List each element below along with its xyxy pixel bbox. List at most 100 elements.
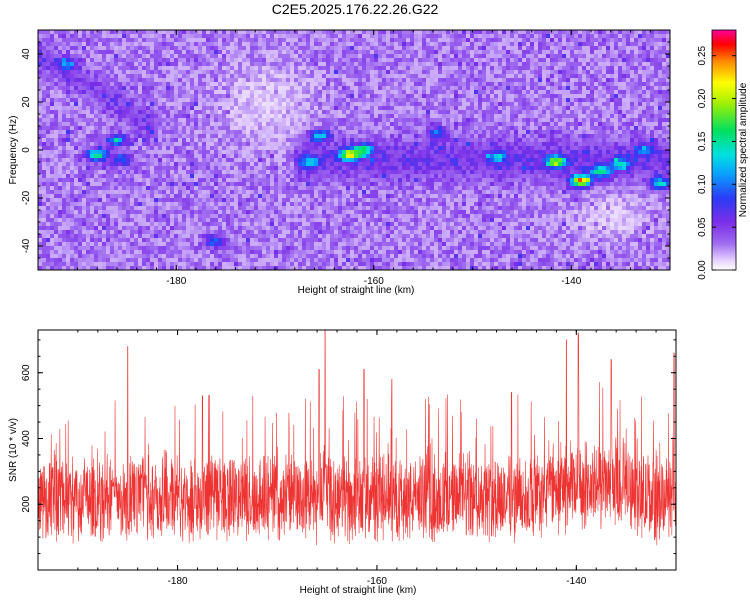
heatmap-cell — [606, 98, 611, 103]
heatmap-cell — [326, 126, 331, 131]
heatmap-cell — [58, 106, 63, 111]
heatmap-cell — [474, 94, 479, 99]
heatmap-cell — [102, 62, 107, 67]
heatmap-cell — [302, 126, 307, 131]
heatmap-cell — [510, 122, 515, 127]
heatmap-cell — [346, 34, 351, 39]
heatmap-cell — [338, 134, 343, 139]
heatmap-cell — [622, 146, 627, 151]
heatmap-cell — [570, 42, 575, 47]
heatmap-cell — [66, 70, 71, 75]
heatmap-cell — [502, 66, 507, 71]
heatmap-cell — [490, 98, 495, 103]
heatmap-cell — [370, 106, 375, 111]
heatmap-cell — [606, 102, 611, 107]
heatmap-cell — [290, 94, 295, 99]
heatmap-cell — [278, 134, 283, 139]
heatmap-cell — [506, 134, 511, 139]
heatmap-cell — [346, 82, 351, 87]
heatmap-cell — [270, 114, 275, 119]
heatmap-cell — [146, 130, 151, 135]
heatmap-cell — [82, 38, 87, 43]
heatmap-cell — [630, 138, 635, 143]
heatmap-cell — [390, 110, 395, 115]
heatmap-cell — [102, 86, 107, 91]
heatmap-cell — [534, 146, 539, 151]
heatmap-cell — [446, 130, 451, 135]
heatmap-cell — [398, 90, 403, 95]
heatmap-cell — [138, 42, 143, 47]
heatmap-cell — [554, 106, 559, 111]
heatmap-cell — [110, 70, 115, 75]
heatmap-cell — [450, 30, 455, 35]
heatmap-cell — [634, 126, 639, 131]
heatmap-cell — [70, 70, 75, 75]
heatmap-cell — [546, 58, 551, 63]
heatmap-cell — [290, 66, 295, 71]
heatmap-cell — [498, 62, 503, 67]
heatmap-cell — [282, 154, 287, 159]
heatmap-cell — [306, 30, 311, 35]
heatmap-cell — [222, 130, 227, 135]
heatmap-cell — [354, 118, 359, 123]
heatmap-cell — [190, 86, 195, 91]
heatmap-cell — [562, 90, 567, 95]
heatmap-cell — [170, 38, 175, 43]
heatmap-cell — [626, 110, 631, 115]
heatmap-cell — [454, 30, 459, 35]
heatmap-cell — [334, 134, 339, 139]
heatmap-cell — [642, 146, 647, 151]
heatmap-cell — [538, 46, 543, 51]
heatmap-cell — [574, 146, 579, 151]
heatmap-cell — [326, 134, 331, 139]
heatmap-cell — [418, 98, 423, 103]
heatmap-cell — [598, 146, 603, 151]
heatmap-cell — [146, 34, 151, 39]
heatmap-cell — [54, 122, 59, 127]
heatmap-cell — [510, 74, 515, 79]
heatmap-cell — [590, 138, 595, 143]
heatmap-cell — [410, 98, 415, 103]
heatmap-cell — [534, 114, 539, 119]
heatmap-cell — [290, 50, 295, 55]
heatmap-cell — [506, 58, 511, 63]
heatmap-cell — [314, 38, 319, 43]
heatmap-cell — [314, 134, 319, 139]
heatmap-cell — [358, 62, 363, 67]
heatmap-cell — [526, 54, 531, 59]
heatmap-cell — [474, 122, 479, 127]
heatmap-cell — [606, 150, 611, 155]
heatmap-cell — [466, 106, 471, 111]
heatmap-cell — [594, 34, 599, 39]
heatmap-cell — [386, 126, 391, 131]
heatmap-cell — [186, 34, 191, 39]
heatmap-cell — [526, 122, 531, 127]
heatmap-cell — [402, 30, 407, 35]
heatmap-cell — [146, 46, 151, 51]
heatmap-cell — [598, 38, 603, 43]
heatmap-cell — [98, 146, 103, 151]
heatmap-cell — [526, 66, 531, 71]
heatmap-cell — [634, 90, 639, 95]
heatmap-cell — [338, 82, 343, 87]
heatmap-cell — [278, 54, 283, 59]
heatmap-cell — [466, 46, 471, 51]
heatmap-cell — [486, 106, 491, 111]
heatmap-cell — [74, 130, 79, 135]
heatmap-cell — [210, 62, 215, 67]
heatmap-cell — [474, 50, 479, 55]
heatmap-cell — [418, 50, 423, 55]
heatmap-cell — [502, 42, 507, 47]
heatmap-cell — [558, 134, 563, 139]
heatmap-cell — [406, 38, 411, 43]
heatmap-cell — [390, 118, 395, 123]
heatmap-cell — [562, 74, 567, 79]
heatmap-cell — [498, 110, 503, 115]
heatmap-cell — [382, 86, 387, 91]
heatmap-cell — [362, 50, 367, 55]
heatmap-cell — [410, 150, 415, 155]
heatmap-cell — [234, 122, 239, 127]
heatmap-cell — [590, 30, 595, 35]
heatmap-cell — [462, 66, 467, 71]
heatmap-cell — [262, 154, 267, 159]
